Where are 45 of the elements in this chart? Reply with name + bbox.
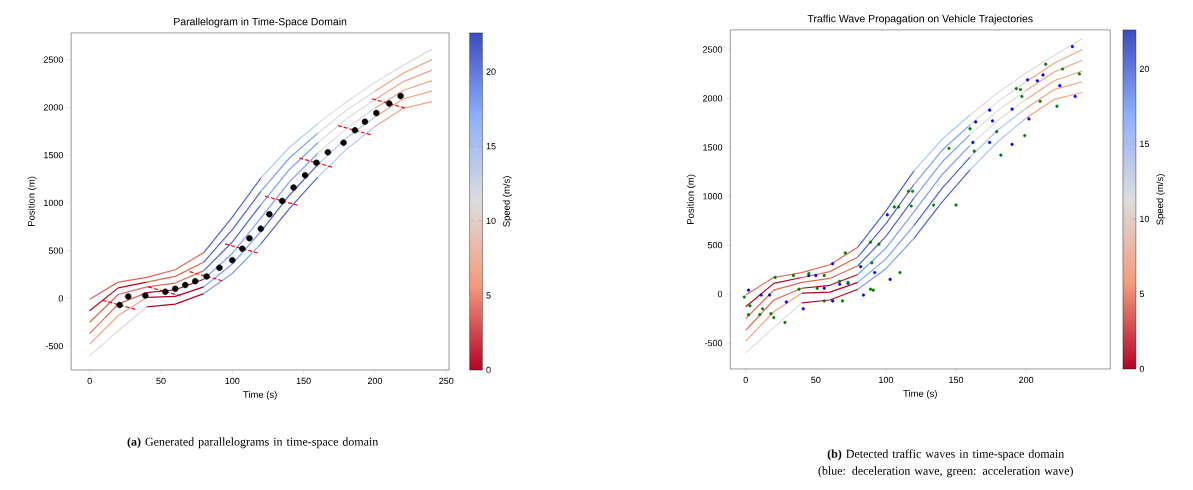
y-tick-label: 2500 <box>43 56 64 64</box>
y-tick-label: 0 <box>58 295 64 302</box>
x-tick-label: 50 <box>156 377 166 385</box>
color-bar-label: 5 <box>486 292 491 299</box>
x-tick-label: 50 <box>811 376 821 384</box>
color-bar-label: 0 <box>486 366 491 374</box>
y-tick-label: 2500 <box>703 46 723 53</box>
color-bar-label: 10 <box>486 217 496 225</box>
x-tick-label: 150 <box>296 377 311 385</box>
chart-title: Parallelogram in Time-Space Domain <box>174 17 347 28</box>
y-tick-label: -500 <box>45 343 64 350</box>
x-axis-title: Time (s) <box>903 390 937 399</box>
color-bar-label: 15 <box>486 143 496 150</box>
y-tick-label: 500 <box>48 247 64 254</box>
x-tick-label: 150 <box>949 376 964 384</box>
y-tick-label: 1500 <box>44 152 64 159</box>
x-tick-label: 250 <box>439 377 454 385</box>
y-tick-label: -500 <box>704 340 723 347</box>
color-bar-title: Speed (m/s) <box>1156 174 1166 225</box>
text: (a) Generated parallelograms in time-space domain <box>127 437 379 449</box>
x-axis-title: Time (s) <box>243 391 277 400</box>
x-tick-label: 0 <box>87 377 92 385</box>
text: (b) Detected traffic waves in time-space domain (blue: deceleration wave, green: acceleration wave) <box>818 449 1073 478</box>
y-tick-label: 2000 <box>703 95 723 102</box>
color-bar-label: 20 <box>1139 65 1150 73</box>
y-tick-label: 1000 <box>44 199 64 207</box>
color-bar-label: 0 <box>1139 365 1145 373</box>
y-axis-title: Position (m) <box>686 174 696 225</box>
color-bar-label: 10 <box>1140 215 1150 223</box>
color-bar-title: Speed (m/s) <box>502 176 512 227</box>
x-tick-label: 100 <box>879 376 894 384</box>
y-tick-label: 2000 <box>43 104 64 111</box>
y-tick-label: 0 <box>717 291 723 298</box>
color-bar-label: 20 <box>486 68 496 76</box>
y-tick-label: 1500 <box>703 144 723 151</box>
x-tick-label: 200 <box>1019 376 1034 384</box>
y-tick-label: 1000 <box>703 193 723 200</box>
chart-title: Traffic Wave Propagation on Vehicle Trajectories <box>807 14 1033 25</box>
color-bar-label: 5 <box>1139 291 1145 298</box>
x-tick-label: 0 <box>743 376 748 384</box>
x-tick-label: 200 <box>367 377 383 385</box>
color-bar-label: 15 <box>1140 140 1150 148</box>
y-tick-label: 500 <box>707 242 723 249</box>
y-axis-title: Position (m) <box>27 176 37 227</box>
x-tick-label: 100 <box>225 377 240 385</box>
